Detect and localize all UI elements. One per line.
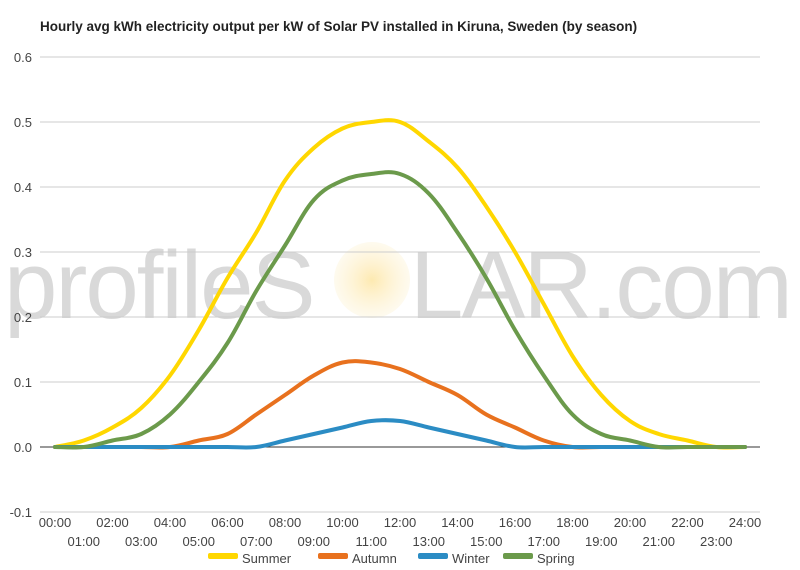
x-tick-label: 08:00: [269, 515, 302, 530]
watermark: profileS LAR.com: [4, 232, 793, 339]
x-tick-label: 24:00: [729, 515, 762, 530]
x-axis-ticks: 00:00 01:00 02:00 03:00 04:00 05:00 06:00 07:00…: [39, 515, 762, 549]
x-tick-label: 16:00: [499, 515, 532, 530]
series-line-autumn: [53, 359, 747, 450]
x-tick-label: 13:00: [412, 534, 445, 549]
x-tick-label: 17:00: [527, 534, 560, 549]
x-tick-label: 22:00: [671, 515, 704, 530]
y-axis-ticks: -0.1 0.0 0.1 0.2 0.3 0.4 0.5 0.6: [10, 50, 32, 520]
y-tick-label: 0.4: [14, 180, 32, 195]
legend-swatch-winter: [418, 553, 448, 559]
series-line-winter: [53, 418, 747, 450]
y-tick-label: 0.1: [14, 375, 32, 390]
legend-swatch-autumn: [318, 553, 348, 559]
y-tick-label: 0.6: [14, 50, 32, 65]
legend-swatch-spring: [503, 553, 533, 559]
x-tick-label: 03:00: [125, 534, 158, 549]
x-tick-label: 04:00: [154, 515, 187, 530]
y-tick-label: 0.3: [14, 245, 32, 260]
x-tick-label: 01:00: [67, 534, 100, 549]
x-tick-label: 11:00: [355, 534, 387, 549]
watermark-sun-icon: [334, 242, 410, 318]
legend-label-summer: Summer: [242, 551, 292, 566]
watermark-text-left: profileS: [4, 232, 314, 339]
x-tick-label: 14:00: [441, 515, 474, 530]
legend-label-autumn: Autumn: [352, 551, 397, 566]
series-line-summer: [53, 118, 747, 450]
legend: Summer Autumn Winter Spring: [208, 551, 575, 566]
series-lines: [53, 118, 747, 450]
x-tick-label: 09:00: [297, 534, 330, 549]
y-tick-label: 0.5: [14, 115, 32, 130]
chart-title: Hourly avg kWh electricity output per kW…: [40, 19, 638, 34]
y-tick-label: -0.1: [10, 505, 32, 520]
legend-swatch-summer: [208, 553, 238, 559]
x-tick-label: 23:00: [700, 534, 733, 549]
x-tick-label: 02:00: [96, 515, 129, 530]
legend-label-spring: Spring: [537, 551, 575, 566]
x-tick-label: 00:00: [39, 515, 72, 530]
x-tick-label: 20:00: [614, 515, 647, 530]
legend-label-winter: Winter: [452, 551, 490, 566]
x-tick-label: 12:00: [384, 515, 417, 530]
x-tick-label: 10:00: [326, 515, 359, 530]
y-tick-label: 0.2: [14, 310, 32, 325]
x-tick-label: 05:00: [182, 534, 215, 549]
y-tick-label: 0.0: [14, 440, 32, 455]
x-tick-label: 21:00: [642, 534, 675, 549]
watermark-text-right: LAR.com: [410, 232, 791, 339]
series-line-spring: [53, 170, 747, 450]
x-tick-label: 07:00: [240, 534, 273, 549]
x-tick-label: 19:00: [585, 534, 618, 549]
x-tick-label: 15:00: [470, 534, 503, 549]
x-tick-label: 06:00: [211, 515, 244, 530]
x-tick-label: 18:00: [556, 515, 589, 530]
